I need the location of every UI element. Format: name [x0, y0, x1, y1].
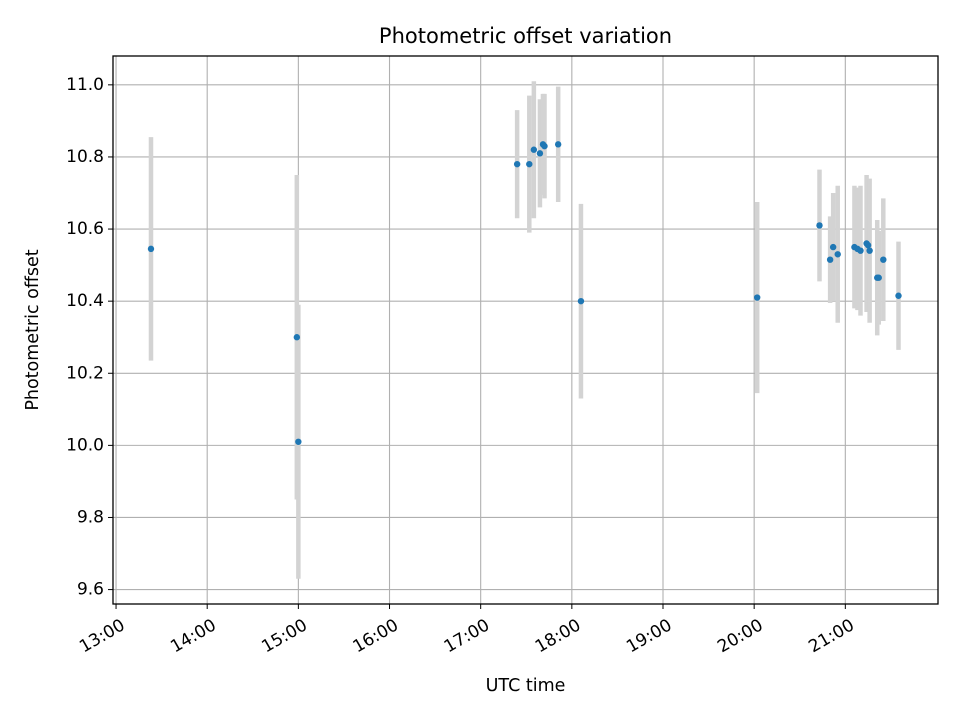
y-axis-label: Photometric offset: [23, 249, 43, 410]
x-tick-label: 18:00: [532, 615, 584, 657]
y-tick-label: 9.8: [77, 507, 104, 527]
data-point: [536, 150, 544, 157]
data-point: [526, 160, 533, 168]
x-tick-label: 19:00: [623, 615, 675, 657]
x-axis-label: UTC time: [486, 676, 566, 696]
data-point: [541, 142, 548, 150]
data-point: [554, 141, 562, 148]
data-point: [295, 438, 302, 445]
y-tick-label: 10.8: [66, 147, 104, 167]
data-point: [293, 334, 301, 341]
x-tick-label: 17:00: [441, 615, 493, 657]
chart-title: Photometric offset variation: [379, 24, 672, 48]
data-points: [147, 141, 902, 445]
data-point: [577, 297, 585, 305]
data-point: [816, 222, 823, 229]
axis-ticks: 13:00 14:00 15:00 16:00 17:00 18:00 19:00 20:00…: [66, 75, 858, 657]
error-bars: [148, 81, 901, 579]
x-tick-label: 13:00: [76, 615, 128, 657]
data-point: [513, 160, 521, 168]
y-tick-label: 11.0: [66, 75, 104, 95]
y-tick-label: 10.4: [66, 291, 104, 311]
data-point: [530, 146, 538, 153]
data-point: [866, 247, 873, 254]
data-point: [880, 256, 887, 263]
y-tick-label: 9.6: [77, 580, 104, 600]
x-tick-label: 15:00: [258, 615, 310, 657]
plot-area-frame: [112, 55, 939, 605]
x-tick-label: 21:00: [805, 615, 857, 657]
data-point: [834, 251, 841, 258]
x-tick-label: 16:00: [350, 615, 402, 657]
y-tick-label: 10.6: [66, 219, 104, 239]
y-tick-label: 10.0: [66, 435, 104, 455]
data-point: [857, 247, 864, 254]
data-point: [875, 274, 882, 281]
data-point: [864, 242, 872, 249]
data-point: [753, 294, 761, 301]
data-point: [829, 243, 837, 251]
data-point: [147, 245, 155, 253]
x-tick-label: 20:00: [714, 615, 766, 657]
data-point: [826, 256, 834, 263]
y-tick-label: 10.2: [66, 363, 104, 383]
x-tick-label: 14:00: [167, 615, 219, 657]
data-point: [895, 292, 902, 299]
grid-lines: [113, 56, 938, 604]
